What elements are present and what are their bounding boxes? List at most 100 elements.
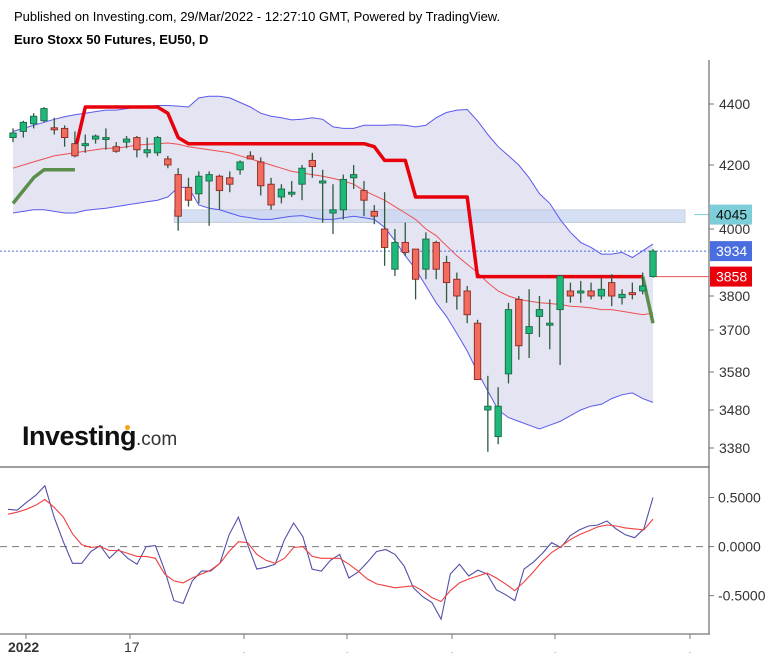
candle (401, 222, 409, 256)
signal-line (7, 498, 654, 603)
supertrend-line (11, 105, 655, 324)
candle (608, 274, 616, 307)
candle (473, 319, 482, 381)
candle (442, 255, 451, 303)
logo-brand: Investing (22, 421, 137, 451)
candle (370, 205, 378, 225)
candle (102, 128, 110, 150)
candle (453, 272, 461, 310)
price-tick-label: 3800 (719, 288, 750, 304)
time-tick-label: 2022 (8, 639, 39, 655)
supertrend-price-badge (710, 266, 752, 287)
candle (484, 375, 492, 452)
supertrend-down-segment (73, 105, 643, 279)
price-tick-label: 3380 (719, 440, 750, 456)
candle (226, 171, 234, 193)
candle (349, 165, 358, 189)
zone-price-badge (710, 204, 752, 225)
bollinger-band-fill (13, 96, 653, 430)
candle (19, 120, 27, 138)
candle (60, 125, 69, 147)
candle (184, 177, 193, 207)
candle (463, 285, 471, 324)
investing-logo: Investing.com (22, 421, 177, 452)
candle (535, 296, 544, 337)
candle (277, 184, 286, 204)
candle (308, 152, 317, 178)
bollinger-upper-line (12, 95, 654, 259)
candle (236, 160, 244, 175)
candle (422, 232, 430, 280)
candle (81, 134, 89, 153)
candle (143, 137, 151, 158)
price-tick-label: 4400 (719, 96, 750, 112)
price-reference-lines (0, 214, 709, 278)
candle (577, 280, 585, 303)
supertrend-price-label: 3858 (716, 269, 747, 285)
time-tick-label: 17 (124, 639, 140, 655)
candle (40, 107, 48, 123)
candle (164, 155, 172, 169)
candle (288, 181, 296, 197)
price-tick-label: 4000 (719, 221, 750, 237)
candle (411, 248, 420, 300)
price-tick-label: 3700 (719, 322, 750, 338)
candle (639, 272, 647, 295)
candle (494, 387, 502, 445)
candlesticks (9, 107, 657, 452)
candle (515, 296, 523, 360)
bollinger-fill-area (13, 96, 653, 430)
zone-price-label: 4045 (716, 207, 747, 223)
candle (153, 136, 162, 156)
osc-tick-label: -0.5000 (718, 588, 766, 604)
chart-title: Euro Stoxx 50 Futures, EU50, D (14, 32, 209, 47)
candle (566, 282, 575, 303)
logo-dot-icon (125, 425, 130, 430)
candle (432, 240, 440, 280)
candle (122, 136, 131, 149)
candle (267, 177, 275, 210)
supertrend-up-segment (640, 276, 655, 324)
candle (329, 184, 337, 235)
logo-suffix: .com (136, 429, 178, 450)
candle (29, 113, 38, 129)
price-labels: 4045 3934 3858 (710, 204, 752, 287)
resistance-zone-rect (173, 209, 686, 224)
oscillator-line (7, 484, 654, 621)
candle (112, 142, 120, 153)
candle (587, 282, 595, 300)
candle (71, 131, 79, 158)
price-tick-label: 4200 (719, 157, 750, 173)
candle (504, 302, 513, 384)
candle (546, 299, 554, 350)
candle (298, 165, 306, 201)
candle (597, 277, 606, 300)
candle (174, 168, 182, 231)
candle (205, 171, 213, 226)
candle (618, 289, 626, 305)
candle (556, 275, 564, 365)
candle (360, 181, 368, 217)
candle (246, 151, 255, 160)
candle (91, 134, 100, 144)
price-tick-label: 3580 (719, 364, 750, 380)
candle (649, 249, 657, 278)
candle (391, 229, 399, 276)
candle (9, 128, 17, 143)
time-axis-ticks[interactable]: 2022 17 (8, 634, 691, 655)
last_price-price-label: 3934 (716, 243, 747, 259)
price-zone (173, 209, 686, 224)
candle (628, 282, 637, 300)
candle (380, 192, 389, 266)
last_price-price-badge (710, 241, 752, 262)
supertrend-up-segment (11, 168, 75, 205)
candle (133, 136, 141, 158)
candle (525, 289, 533, 358)
oscillator-axis-ticks[interactable]: 0.5000 0.0000 -0.5000 (709, 489, 766, 604)
published-caption: Published on Investing.com, 29/Mar/2022 … (14, 9, 501, 24)
candle (339, 174, 347, 220)
price-axis-ticks[interactable]: 4400 4200 4000 3800 3700 3580 3480 3380 (709, 96, 750, 456)
osc-tick-label: 0.0000 (718, 539, 761, 555)
candle (319, 169, 327, 223)
